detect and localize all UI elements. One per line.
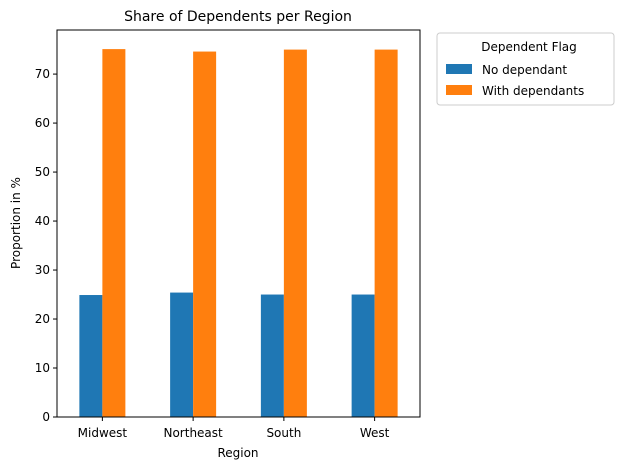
plot-frame — [56, 29, 421, 418]
y-axis-label: Proportion in % — [9, 177, 23, 269]
y-tick-label: 50 — [35, 165, 50, 179]
chart-title: Share of Dependents per Region — [124, 9, 352, 25]
y-tick-label: 60 — [35, 116, 50, 130]
bar-northeast-no-dependant — [170, 292, 194, 417]
x-axis-label: Region — [217, 446, 258, 460]
bar-south-with-dependants — [283, 49, 307, 417]
x-tick-label: Midwest — [78, 426, 128, 440]
legend-label-with-dependants: With dependants — [482, 84, 584, 98]
y-axis: 0 10 20 30 40 50 60 70 — [35, 67, 57, 424]
y-tick-label: 30 — [35, 263, 50, 277]
legend-label-no-dependant: No dependant — [482, 63, 567, 77]
bar-south-no-dependant — [260, 294, 284, 417]
legend: Dependent Flag No dependant With dependa… — [436, 32, 615, 106]
bar-west-with-dependants — [374, 49, 398, 417]
x-tick-label: West — [360, 426, 390, 440]
legend-title: Dependent Flag — [481, 40, 577, 54]
y-tick-label: 10 — [35, 361, 50, 375]
x-tick-label: South — [266, 426, 301, 440]
y-tick-label: 20 — [35, 312, 50, 326]
bar-midwest-with-dependants — [102, 49, 126, 417]
bar-west-no-dependant — [351, 294, 375, 417]
legend-swatch-no-dependant — [446, 64, 472, 74]
y-tick-label: 40 — [35, 214, 50, 228]
x-tick-label: Northeast — [163, 426, 223, 440]
y-tick-label: 70 — [35, 67, 50, 81]
legend-box — [436, 32, 615, 106]
legend-swatch-with-dependants — [446, 85, 472, 95]
bars-group — [79, 49, 398, 417]
bar-northeast-with-dependants — [193, 51, 217, 417]
y-tick-label: 0 — [42, 410, 50, 424]
bar-midwest-no-dependant — [79, 295, 103, 417]
x-axis: Midwest Northeast South West — [78, 417, 390, 440]
